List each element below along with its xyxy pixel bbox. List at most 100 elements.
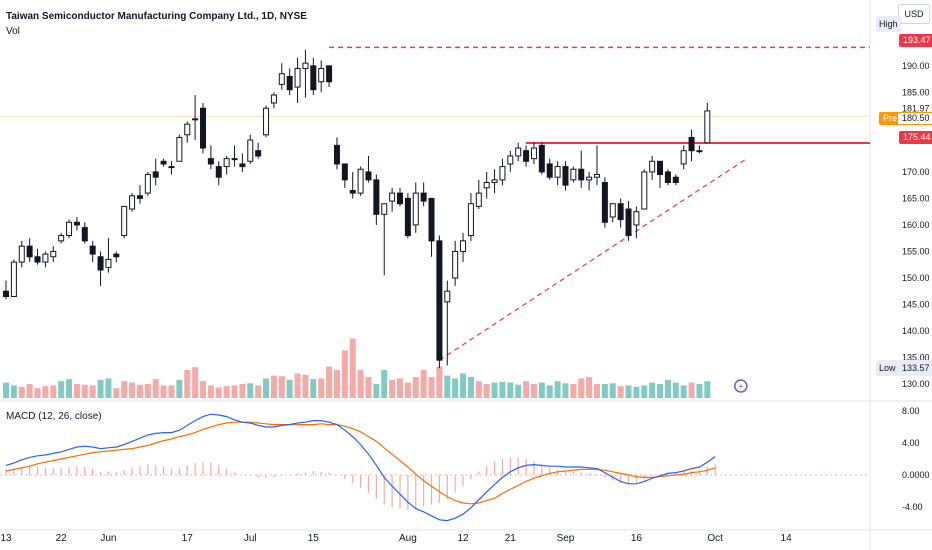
price-tick-label: 185.00 <box>902 87 930 97</box>
volume-bar <box>223 386 230 398</box>
candle-body <box>554 166 561 178</box>
candle-body <box>420 192 427 202</box>
candle-body <box>594 174 600 178</box>
candle-body <box>404 197 411 237</box>
volume-bar <box>562 383 569 398</box>
candle-body <box>704 110 711 144</box>
candle-body <box>318 67 325 83</box>
time-tick-label: Sep <box>557 533 575 544</box>
volume-bar <box>696 384 703 398</box>
volume-bar <box>538 382 545 398</box>
candle-body <box>42 253 49 263</box>
volume-bar <box>3 382 9 398</box>
volume-bar <box>34 388 41 398</box>
candle-body <box>452 250 459 279</box>
candle-body <box>263 107 270 136</box>
candle-body <box>491 179 498 184</box>
high-tag: High <box>876 16 901 32</box>
candle-body <box>578 168 585 181</box>
price-tick-label: 130.00 <box>902 379 930 389</box>
macd-line <box>5 413 716 522</box>
volume-bar <box>578 378 585 398</box>
candle-body <box>168 166 175 169</box>
volume-bar <box>207 385 214 398</box>
candle-body <box>81 227 88 242</box>
candle-body <box>326 65 333 83</box>
volume-bar <box>231 385 238 398</box>
chart-title: Taiwan Semiconductor Manufacturing Compa… <box>6 11 307 22</box>
volume-bar <box>672 382 679 398</box>
volume-bar <box>404 382 411 398</box>
volume-bar <box>215 387 222 398</box>
volume-bar <box>58 381 65 398</box>
candle-body <box>152 171 159 178</box>
low-price-badge: 133.57 <box>898 360 932 376</box>
volume-bar <box>89 385 96 398</box>
candle-body <box>688 136 695 152</box>
volume-bar <box>66 379 73 398</box>
candle-body <box>160 160 167 165</box>
macd-label: MACD (12, 26, close) <box>6 411 102 422</box>
candle-body <box>436 240 443 361</box>
candle-body <box>515 147 522 157</box>
candle-body <box>129 195 136 210</box>
candle-body <box>625 208 632 237</box>
candle-body <box>609 203 616 218</box>
candle-body <box>192 118 199 121</box>
volume-bar <box>310 379 317 398</box>
volume-bar <box>318 378 325 398</box>
candle-body <box>373 179 380 215</box>
volume-bar <box>523 381 530 398</box>
volume-bar <box>428 377 435 398</box>
candle-body <box>397 192 403 205</box>
volume-label: Vol <box>6 26 20 37</box>
candle-body <box>389 192 396 202</box>
candle-body <box>18 245 25 263</box>
volume-bar <box>286 379 293 398</box>
volume-bar <box>121 381 128 398</box>
volume-bar <box>136 384 143 398</box>
volume-bar <box>381 370 388 398</box>
volume-bar <box>42 386 49 398</box>
candle-body <box>601 182 608 223</box>
candle-body <box>278 73 285 85</box>
time-tick-label: 16 <box>631 533 643 544</box>
volume-bar <box>168 385 175 398</box>
candle-body <box>507 155 514 165</box>
volume-bar <box>373 384 380 398</box>
volume-bar <box>570 384 577 398</box>
candle-body <box>50 250 57 258</box>
price-tick-label: 165.00 <box>902 193 930 203</box>
candle-body <box>428 197 435 242</box>
price-tick-label: 181.97 <box>902 103 930 113</box>
time-tick-label: 14 <box>781 533 793 544</box>
volume-bar <box>255 385 262 398</box>
candle-body <box>333 144 340 165</box>
volume-bar <box>129 382 136 398</box>
volume-bar <box>507 382 514 398</box>
volume-bar <box>515 384 522 398</box>
currency-button[interactable]: USD <box>898 4 930 24</box>
volume-bar <box>357 370 364 398</box>
volume-bar <box>81 384 88 398</box>
candle-body <box>444 290 451 303</box>
time-tick-label: 13 <box>0 533 12 544</box>
volume-bar <box>333 370 340 398</box>
time-tick-label: 21 <box>505 533 517 544</box>
candle-body <box>176 136 183 162</box>
volume-bar <box>601 384 608 398</box>
price-tick-label: 160.00 <box>902 220 930 230</box>
volume-bar <box>420 370 427 398</box>
candle-body <box>570 168 577 181</box>
high-price-badge: 193.47 <box>899 34 932 47</box>
price-tick-label: 145.00 <box>902 299 930 309</box>
macd-tick-label: 4.00 <box>902 438 920 448</box>
candle-body <box>97 256 104 271</box>
volume-bar <box>625 385 632 398</box>
volume-bar <box>452 378 459 398</box>
volume-bar <box>73 384 80 398</box>
candle-body <box>144 174 151 194</box>
volume-bar <box>530 384 537 398</box>
volume-bar <box>26 384 33 398</box>
